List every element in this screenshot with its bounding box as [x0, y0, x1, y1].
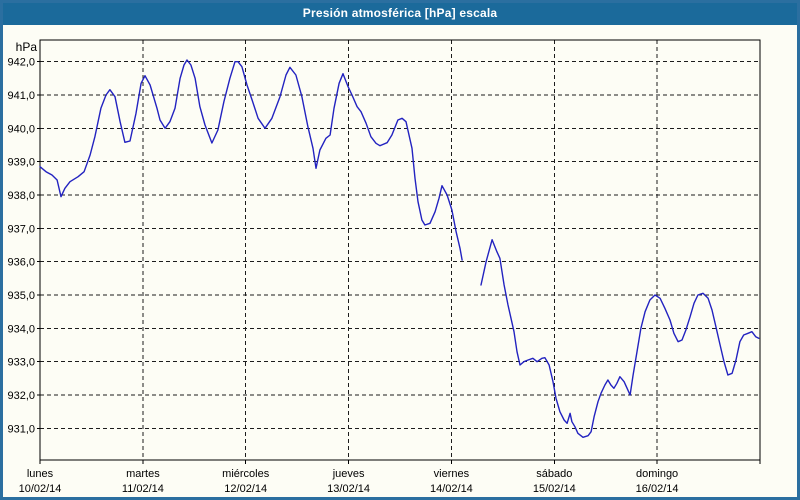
chart-title-bar: Presión atmosférica [hPa] escala: [3, 3, 797, 25]
pressure-series: [39, 59, 760, 438]
y-tick-label: 934,0: [7, 323, 35, 335]
x-date-label: 15/02/14: [533, 483, 576, 495]
x-date-label: 14/02/14: [430, 483, 473, 495]
x-date-label: 11/02/14: [122, 483, 164, 495]
pressure-series-segment: [480, 238, 760, 438]
pressure-series-segment: [39, 59, 463, 261]
x-day-label: sábado: [536, 468, 572, 480]
y-tick-label: 942,0: [7, 57, 35, 69]
y-tick-label: 932,0: [7, 390, 35, 402]
y-tick-label: 937,0: [7, 223, 35, 235]
x-date-label: 13/02/14: [327, 483, 370, 495]
x-day-label: miércoles: [222, 468, 270, 480]
chart-title: Presión atmosférica [hPa] escala: [302, 5, 498, 20]
x-grid: [39, 40, 761, 464]
y-tick-label: 941,0: [7, 90, 35, 102]
x-day-label: martes: [126, 468, 160, 480]
x-date-label: 16/02/14: [636, 483, 679, 495]
x-day-label: lunes: [27, 468, 54, 480]
y-tick-label: 935,0: [7, 290, 35, 302]
x-day-label: jueves: [332, 468, 365, 480]
plot-border: [39, 39, 761, 461]
x-axis-labels: lunes 10/02/14 martes 11/02/14 miércoles 12/0…: [19, 468, 679, 495]
y-tick-label: 933,0: [7, 357, 35, 369]
hpa-unit-label: hPa: [16, 40, 38, 54]
y-tick-label: 931,0: [7, 423, 35, 435]
y-tick-label: 940,0: [7, 123, 35, 135]
x-date-label: 10/02/14: [19, 483, 62, 495]
y-tick-label: 938,0: [7, 190, 35, 202]
x-day-label: viernes: [434, 468, 470, 480]
y-tick-label: 936,0: [7, 257, 35, 269]
y-grid: [37, 61, 760, 429]
x-date-label: 12/02/14: [224, 483, 267, 495]
y-axis-labels: 942,0 941,0 940,0 939,0 938,0 937,0 936,0 935,0…: [7, 40, 37, 435]
y-tick-label: 939,0: [7, 157, 35, 169]
x-day-label: domingo: [636, 468, 678, 480]
